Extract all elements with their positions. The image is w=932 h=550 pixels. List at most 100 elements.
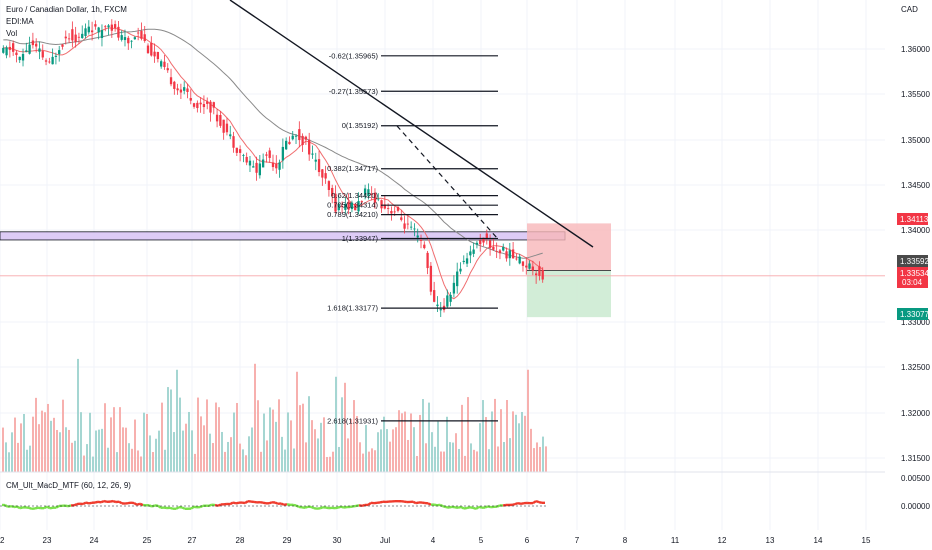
candle-body — [67, 38, 71, 40]
macd-tick-label: 0.00500 — [901, 474, 930, 483]
candle-body — [54, 55, 58, 57]
volume-bar — [272, 409, 274, 472]
candle-body — [169, 77, 173, 85]
short-position-tool[interactable] — [0, 223, 885, 318]
fib-level-label: 1(1.33947) — [342, 234, 379, 243]
slow-ma-line — [3, 28, 543, 259]
candle-body — [130, 40, 133, 42]
macd-line-seg — [319, 506, 324, 510]
candle-body — [508, 250, 511, 259]
candle-body — [219, 114, 222, 126]
volume-bar — [347, 438, 349, 472]
time-tick-label: 27 — [188, 536, 197, 545]
volume-bar — [17, 442, 19, 472]
candle-body — [150, 42, 153, 56]
volume-bar — [59, 432, 61, 472]
volume-bar — [437, 421, 439, 472]
candle-body — [525, 265, 528, 268]
volume-bar — [509, 438, 511, 472]
volume-bar — [524, 415, 526, 472]
volume-bar — [338, 446, 340, 472]
currency-label: CAD — [901, 5, 918, 14]
volume-bar — [395, 427, 397, 472]
candle-body — [179, 89, 183, 93]
macd-line-seg — [496, 504, 501, 508]
candle-body — [146, 45, 150, 54]
volume-bar — [89, 412, 91, 472]
candle-body — [71, 29, 74, 41]
candle-body — [528, 263, 531, 269]
candle-body — [235, 147, 238, 153]
fib-level-label: 1.618(1.33177) — [327, 304, 378, 313]
candle-body — [18, 56, 21, 61]
volume-bar — [170, 389, 172, 472]
candle-body — [475, 242, 479, 245]
volume-bar — [467, 397, 469, 472]
macd-line-seg — [118, 500, 123, 505]
macd-line-seg — [82, 501, 87, 506]
candle-body — [252, 166, 255, 168]
price-axis[interactable]: CAD 1.36000 1.35500 1.35000 1.34500 1.34000 1… — [901, 5, 930, 511]
candle-body — [360, 201, 363, 203]
macd-line-seg — [304, 505, 309, 509]
volume-bar — [215, 402, 217, 472]
candle-body — [87, 26, 90, 33]
macd-line-seg — [190, 505, 195, 510]
candle-body — [354, 203, 357, 211]
indicator-line-edi-ma: EDI:MA — [6, 17, 34, 26]
fib-extension[interactable]: -0.62(1.35965) -0.27(1.35573) 0(1.35192) 0.… — [327, 51, 499, 425]
volume-bar — [116, 452, 118, 472]
volume-bar — [281, 436, 283, 472]
candle-body — [38, 48, 41, 52]
candle-body — [140, 30, 143, 39]
volume-bar — [434, 446, 436, 472]
candle-body — [515, 258, 518, 260]
time-axis[interactable]: 22 23 24 25 27 28 29 30 Jul 4 5 6 7 8 11 12 13 14 15 — [0, 536, 871, 545]
price-tick-label: 1.33000 — [901, 318, 930, 327]
volume-bar — [383, 416, 385, 472]
volume-bar — [476, 451, 478, 472]
candle-body — [199, 102, 202, 105]
macd-line-seg — [532, 500, 537, 505]
volume-bar — [86, 444, 88, 472]
fib-level-label: -0.62(1.35965) — [329, 51, 379, 60]
candle-body — [81, 33, 84, 39]
downtrend-line[interactable] — [229, 0, 594, 248]
candle-body — [173, 81, 176, 89]
candle-body — [25, 50, 28, 52]
candle-body — [28, 44, 31, 54]
macd-line-seg — [109, 499, 114, 503]
candle-body — [337, 203, 340, 211]
candle-body — [261, 159, 265, 168]
candle-body — [51, 56, 54, 65]
volume-bar — [431, 432, 433, 472]
volume-bar — [353, 400, 355, 472]
candle-body — [41, 51, 44, 58]
volume-bar — [152, 452, 154, 472]
volume-bar — [251, 427, 253, 472]
trendline-group[interactable] — [229, 0, 594, 248]
volume-bar — [158, 430, 160, 472]
volume-bar — [230, 437, 232, 472]
candle-body — [531, 266, 534, 271]
volume-bar — [362, 453, 364, 472]
volume-bar — [236, 402, 238, 472]
volume-bar — [275, 421, 277, 472]
candle-body — [61, 44, 64, 47]
volume-bar — [119, 407, 121, 472]
volume-bar — [200, 416, 202, 472]
candle-body — [265, 154, 268, 156]
volume-bar — [212, 443, 214, 472]
macd-line-seg — [244, 500, 249, 505]
volume-bar — [83, 455, 85, 472]
volume-bar — [167, 387, 169, 472]
macd-line-seg — [7, 504, 12, 509]
candle-body — [163, 61, 166, 68]
candle-body — [275, 163, 278, 169]
volume-bar — [197, 397, 199, 472]
candle-body — [110, 24, 113, 31]
candle-body — [383, 204, 386, 209]
reward-zone[interactable] — [527, 270, 611, 318]
candle-body — [518, 256, 521, 264]
